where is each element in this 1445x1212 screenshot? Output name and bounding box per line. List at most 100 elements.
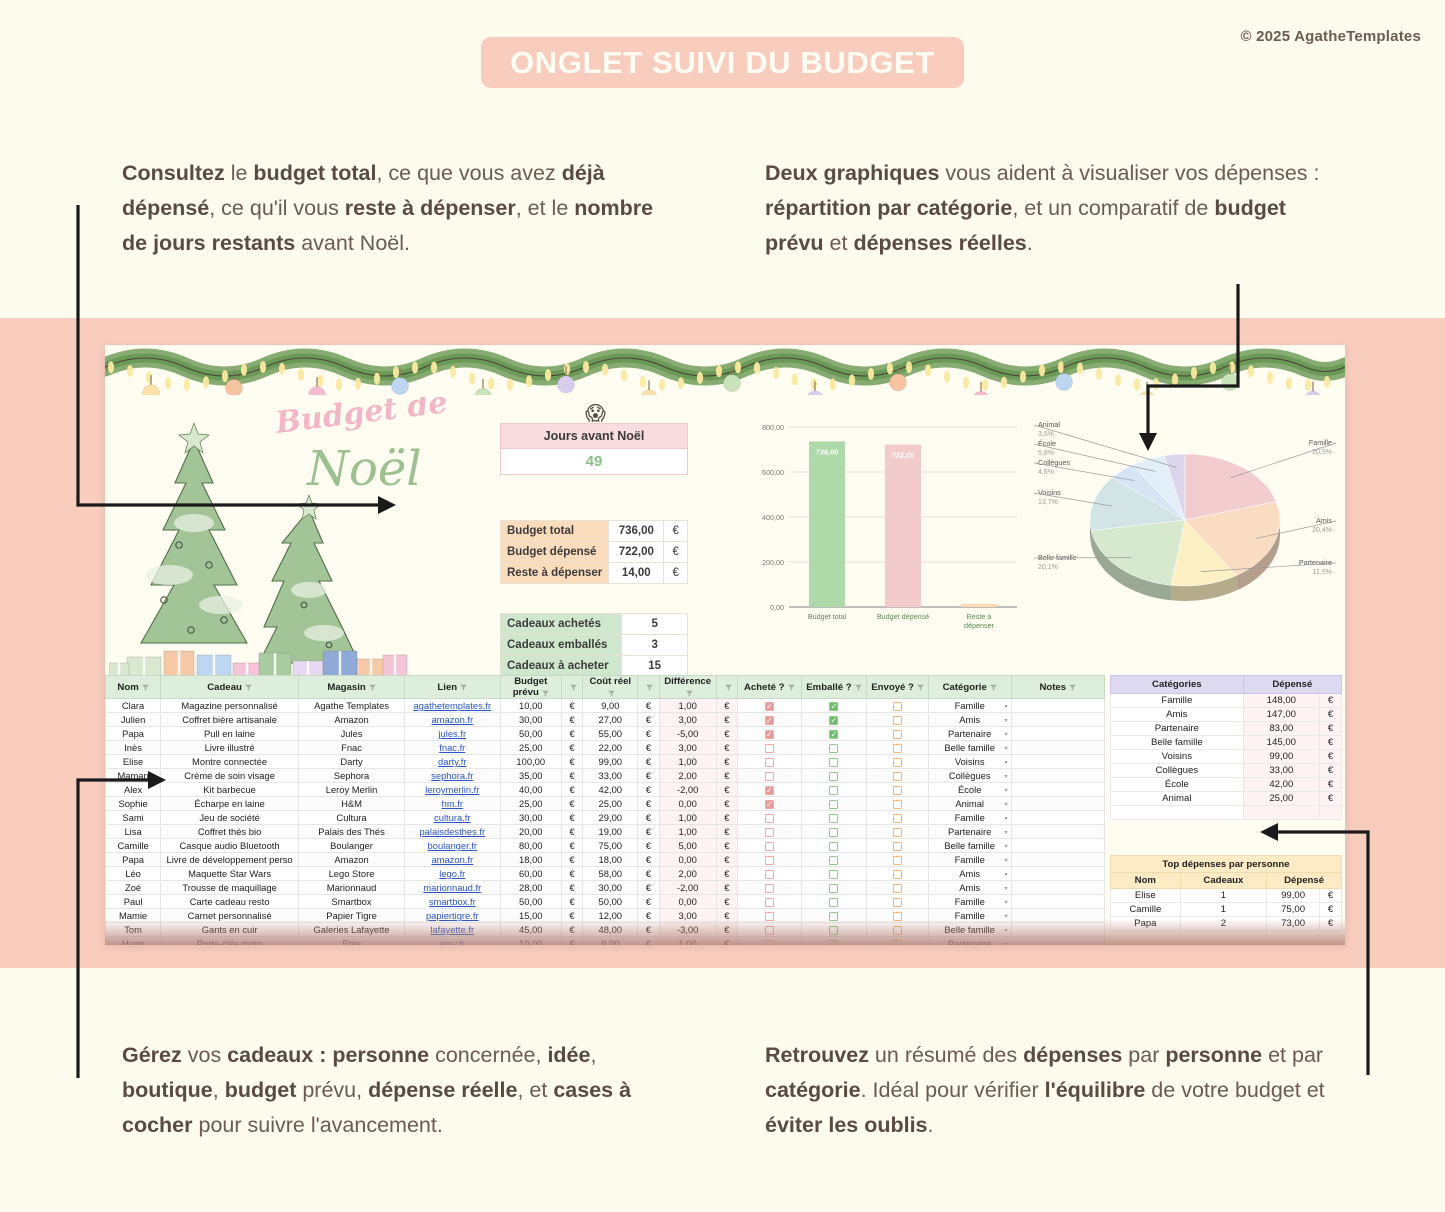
table-row[interactable]: Inès Livre illustré Fnac fnac.fr 25,00 €22,00… xyxy=(105,740,1106,755)
store-link[interactable]: darty.fr xyxy=(438,756,467,767)
cell-envoye-checkbox[interactable] xyxy=(893,828,903,837)
chevron-down-icon[interactable]: ▾ xyxy=(1004,816,1008,822)
store-link[interactable]: jules.fr xyxy=(438,728,467,739)
table-row[interactable]: Alex Kit barbecue Leroy Merlin leroymerlin.… xyxy=(105,782,1106,797)
cell-notes[interactable] xyxy=(1010,810,1106,825)
cell-emballe-checkbox[interactable] xyxy=(829,898,839,907)
cell-emballe[interactable] xyxy=(800,810,868,825)
cell-achete-checkbox[interactable] xyxy=(764,744,774,753)
cell-categorie[interactable]: École ▾ xyxy=(927,782,1012,797)
cell-notes[interactable] xyxy=(1010,796,1106,811)
store-link[interactable]: lego.fr xyxy=(439,868,466,879)
filter-icon[interactable] xyxy=(724,683,732,691)
cell-notes[interactable] xyxy=(1010,866,1106,881)
store-link[interactable]: smartbox.fr xyxy=(428,896,476,907)
cell-envoye[interactable] xyxy=(866,824,929,839)
filter-icon[interactable] xyxy=(1069,683,1077,691)
table-row[interactable]: Léo Maquette Star Wars Lego Store lego.fr 60… xyxy=(105,866,1106,881)
cell-achete-checkbox[interactable] xyxy=(764,884,774,893)
cell-envoye[interactable] xyxy=(866,740,929,755)
filter-icon[interactable] xyxy=(460,683,468,691)
cell-lien[interactable]: boulanger.fr xyxy=(404,838,501,853)
store-link[interactable]: hm.fr xyxy=(441,798,463,809)
cell-notes[interactable] xyxy=(1010,768,1106,783)
cell-emballe[interactable] xyxy=(800,740,868,755)
chevron-down-icon[interactable]: ▾ xyxy=(1004,718,1008,724)
store-link[interactable]: sephora.fr xyxy=(431,770,474,781)
column-header-emball[interactable]: Emballé ? xyxy=(800,675,868,699)
table-row[interactable]: Sami Jeu de société Cultura cultura.fr 30,00… xyxy=(105,810,1106,825)
cell-notes[interactable] xyxy=(1010,782,1106,797)
cell-lien[interactable]: lego.fr xyxy=(404,866,501,881)
cell-lien[interactable]: leroymerlin.fr xyxy=(404,782,501,797)
filter-icon[interactable] xyxy=(646,683,654,691)
cell-categorie[interactable]: Partenaire▾ xyxy=(927,726,1012,741)
cell-emballe-checkbox[interactable] xyxy=(829,786,839,795)
cell-emballe-checkbox[interactable] xyxy=(829,870,839,879)
gifts-data-table[interactable]: Nom Cadeau Magasin Lien Budget prévu Coût rée… xyxy=(105,675,1106,945)
cell-envoye-checkbox[interactable] xyxy=(893,814,903,823)
filter-icon[interactable] xyxy=(989,683,997,691)
cell-notes[interactable] xyxy=(1010,698,1106,713)
cell-lien[interactable]: fnac.fr xyxy=(404,740,501,755)
chevron-down-icon[interactable]: ▾ xyxy=(1004,830,1008,836)
table-row[interactable]: Papa Livre de développement perso Amazon am… xyxy=(105,852,1106,867)
cell-achete-checkbox[interactable] xyxy=(764,800,774,809)
cell-achete[interactable] xyxy=(736,824,802,839)
cell-achete[interactable] xyxy=(736,796,802,811)
cell-categorie[interactable]: Amis ▾ xyxy=(927,712,1012,727)
cell-achete[interactable] xyxy=(736,768,802,783)
cell-emballe[interactable] xyxy=(800,768,868,783)
cell-emballe[interactable] xyxy=(800,796,868,811)
cell-envoye[interactable] xyxy=(866,894,929,909)
cell-envoye-checkbox[interactable] xyxy=(893,772,903,781)
chevron-down-icon[interactable]: ▾ xyxy=(1004,774,1008,780)
cell-achete-checkbox[interactable] xyxy=(764,758,774,767)
cell-envoye-checkbox[interactable] xyxy=(893,744,903,753)
column-header-magasin[interactable]: Magasin xyxy=(298,675,406,699)
chevron-down-icon[interactable]: ▾ xyxy=(1004,886,1008,892)
chevron-down-icon[interactable]: ▾ xyxy=(1004,746,1008,752)
table-row[interactable]: Lisa Coffret thés bio Palais des Thés palai… xyxy=(105,824,1106,839)
cell-notes[interactable] xyxy=(1010,824,1106,839)
table-row[interactable]: Sophie Écharpe en laine H&M hm.fr 25,00 €25,0… xyxy=(105,796,1106,811)
cell-notes[interactable] xyxy=(1010,754,1106,769)
days-value[interactable]: 49 xyxy=(500,449,688,475)
store-link[interactable]: cultura.fr xyxy=(434,812,471,823)
cell-emballe-checkbox[interactable] xyxy=(829,744,839,753)
cell-notes[interactable] xyxy=(1010,852,1106,867)
table-row[interactable]: Julien Coffret bière artisanale Amazon amaz… xyxy=(105,712,1106,727)
cell-emballe-checkbox[interactable] xyxy=(829,842,839,851)
chevron-down-icon[interactable]: ▾ xyxy=(1004,760,1008,766)
cell-envoye[interactable] xyxy=(866,754,929,769)
cell-notes[interactable] xyxy=(1010,838,1106,853)
cell-envoye-checkbox[interactable] xyxy=(893,856,903,865)
cell-envoye-checkbox[interactable] xyxy=(893,758,903,767)
cell-categorie[interactable]: Famille ▾ xyxy=(927,852,1012,867)
cell-categorie[interactable]: Famille ▾ xyxy=(927,810,1012,825)
cell-categorie[interactable]: Animal ▾ xyxy=(927,796,1012,811)
column-header-lien[interactable]: Lien xyxy=(404,675,501,699)
cell-emballe[interactable] xyxy=(800,894,868,909)
cell-envoye-checkbox[interactable] xyxy=(893,702,903,711)
cell-emballe[interactable] xyxy=(800,880,868,895)
cell-envoye[interactable] xyxy=(866,768,929,783)
cell-lien[interactable]: smartbox.fr xyxy=(404,894,501,909)
column-header-achet[interactable]: Acheté ? xyxy=(736,675,802,699)
cell-lien[interactable]: jules.fr xyxy=(404,726,501,741)
cell-achete-checkbox[interactable] xyxy=(764,702,774,711)
column-header-notes[interactable]: Notes xyxy=(1010,675,1106,699)
filter-icon[interactable] xyxy=(854,683,862,691)
cell-notes[interactable] xyxy=(1010,726,1106,741)
column-header-filter[interactable] xyxy=(715,675,738,699)
column-header-co-t-r-el[interactable]: Coût réel xyxy=(582,675,639,699)
store-link[interactable]: leroymerlin.fr xyxy=(425,784,480,795)
cell-envoye[interactable] xyxy=(866,712,929,727)
cell-achete[interactable] xyxy=(736,852,802,867)
cell-emballe-checkbox[interactable] xyxy=(829,828,839,837)
cell-envoye[interactable] xyxy=(866,726,929,741)
cell-notes[interactable] xyxy=(1010,740,1106,755)
column-header-cadeau[interactable]: Cadeau xyxy=(160,675,300,699)
cell-notes[interactable] xyxy=(1010,894,1106,909)
cell-achete[interactable] xyxy=(736,838,802,853)
